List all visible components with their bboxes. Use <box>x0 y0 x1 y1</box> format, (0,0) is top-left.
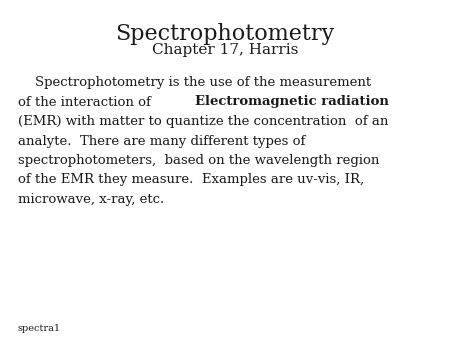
Text: spectrophotometers,  based on the wavelength region: spectrophotometers, based on the wavelen… <box>18 154 379 167</box>
Text: Chapter 17, Harris: Chapter 17, Harris <box>152 43 298 57</box>
Text: of the EMR they measure.  Examples are uv-vis, IR,: of the EMR they measure. Examples are uv… <box>18 173 364 187</box>
Text: of the interaction of: of the interaction of <box>18 96 155 108</box>
Text: Electromagnetic radiation: Electromagnetic radiation <box>195 96 389 108</box>
Text: spectra1: spectra1 <box>18 324 61 333</box>
Text: microwave, x-ray, etc.: microwave, x-ray, etc. <box>18 193 164 206</box>
Text: Spectrophotometry is the use of the measurement: Spectrophotometry is the use of the meas… <box>18 76 371 89</box>
Text: analyte.  There are many different types of: analyte. There are many different types … <box>18 135 306 147</box>
Text: Spectrophotometry: Spectrophotometry <box>115 23 335 45</box>
Text: (EMR) with matter to quantize the concentration  of an: (EMR) with matter to quantize the concen… <box>18 115 388 128</box>
